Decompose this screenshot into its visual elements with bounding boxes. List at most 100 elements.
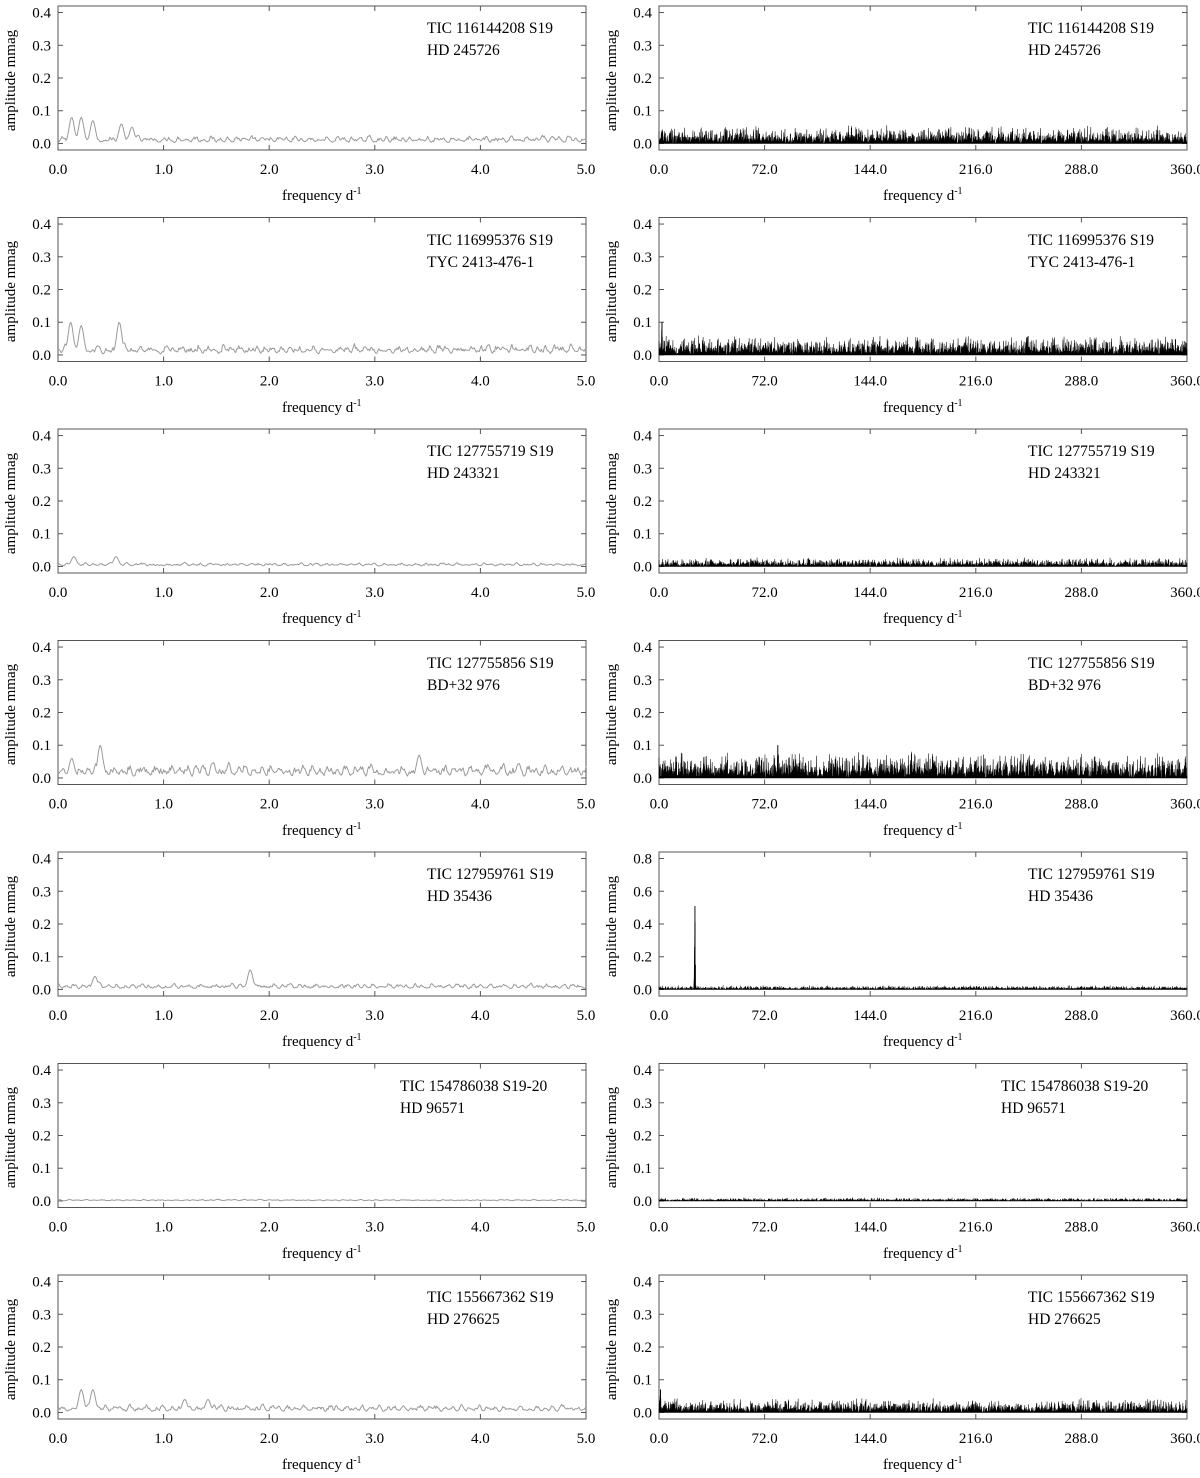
x-tick-label: 72.0 (751, 162, 777, 178)
y-tick-label: 0.2 (32, 1129, 51, 1145)
spectrum-series (658, 557, 1188, 567)
x-tick-label: 216.0 (959, 1431, 993, 1447)
x-axis-label-text: frequency d (282, 1457, 354, 1473)
y-tick-label: 0.4 (32, 1275, 51, 1291)
star-annotation: TIC 127755719 S19 HD 243321 (1028, 441, 1155, 485)
x-tick-label: 1.0 (154, 162, 173, 178)
y-tick-label: 0.0 (32, 1194, 51, 1210)
x-tick-label: 216.0 (959, 797, 993, 813)
y-tick-label: 0.0 (633, 982, 652, 998)
x-tick-label: 0.0 (650, 1008, 669, 1024)
x-tick-label: 5.0 (577, 1431, 596, 1447)
star-name-label: HD 35436 (427, 888, 493, 905)
y-tick-label: 0.1 (633, 104, 652, 120)
x-tick-label: 5.0 (577, 1220, 596, 1236)
y-tick-label: 0.4 (32, 852, 51, 868)
x-tick-label: 0.0 (650, 374, 669, 390)
x-axis-label: frequency d-1 (282, 1456, 362, 1474)
x-tick-label: 144.0 (853, 585, 887, 601)
y-tick-label: 0.0 (633, 771, 652, 787)
tic-label: TIC 116995376 S19 (1028, 231, 1155, 249)
y-tick-label: 0.3 (32, 884, 51, 900)
y-tick-label: 0.0 (32, 1405, 51, 1421)
spectrum-series (57, 969, 587, 990)
x-tick-label: 2.0 (260, 1220, 279, 1236)
star-annotation: TIC 116995376 S19 TYC 2413-476-1 (1028, 230, 1154, 274)
x-tick-label: 4.0 (471, 162, 490, 178)
star-name-label: HD 245726 (427, 42, 500, 59)
star-name-label: TYC 2413-476-1 (427, 253, 535, 271)
y-tick-label: 0.4 (32, 217, 51, 233)
tic-label: TIC 155667362 S19 (427, 1289, 554, 1306)
x-tick-label: 1.0 (154, 797, 173, 813)
y-tick-label: 0.2 (633, 950, 652, 966)
x-axis-label: frequency d-1 (282, 187, 362, 205)
x-axis-label: frequency d-1 (883, 610, 963, 628)
x-tick-label: 3.0 (365, 585, 384, 601)
x-tick-label: 5.0 (577, 797, 596, 813)
x-tick-label: 2.0 (260, 1008, 279, 1024)
x-axis-label-exponent: -1 (954, 1243, 963, 1255)
y-tick-label: 0.2 (633, 706, 652, 722)
tic-label: TIC 127755856 S19 (1028, 654, 1155, 672)
spectrum-series (57, 1198, 587, 1202)
x-tick-label: 216.0 (959, 374, 993, 390)
y-tick-label: 0.8 (633, 852, 652, 868)
x-tick-label: 288.0 (1065, 374, 1099, 390)
tic-label: TIC 127755719 S19 (427, 443, 554, 460)
x-tick-label: 1.0 (154, 374, 173, 390)
x-tick-label: 0.0 (650, 585, 669, 601)
x-tick-label: 2.0 (260, 585, 279, 601)
x-tick-label: 4.0 (471, 585, 490, 601)
x-tick-label: 0.0 (49, 374, 68, 390)
star-name-label: HD 96571 (400, 1099, 466, 1117)
x-tick-label: 360.0 (1170, 797, 1200, 813)
x-tick-label: 5.0 (577, 374, 596, 390)
spectrum-series (658, 125, 1188, 144)
y-tick-label: 0.3 (32, 1307, 51, 1323)
x-tick-label: 288.0 (1065, 1008, 1099, 1024)
x-tick-label: 288.0 (1065, 797, 1099, 813)
y-tick-label: 0.2 (633, 1340, 652, 1356)
tic-label: TIC 116144208 S19 (1028, 20, 1155, 37)
y-tick-label: 0.3 (32, 673, 51, 689)
y-tick-label: 0.0 (32, 136, 51, 152)
star-name-label: HD 276625 (1028, 1311, 1101, 1328)
x-axis-label: frequency d-1 (883, 187, 963, 205)
x-tick-label: 360.0 (1170, 1008, 1200, 1024)
y-tick-label: 0.0 (633, 1405, 652, 1421)
x-tick-label: 4.0 (471, 1220, 490, 1236)
x-axis-label-text: frequency d (282, 1245, 354, 1262)
x-tick-label: 1.0 (154, 585, 173, 601)
spectrum-series (57, 321, 587, 355)
x-tick-label: 0.0 (49, 1431, 68, 1447)
x-tick-label: 360.0 (1170, 374, 1200, 390)
x-axis-label-exponent: -1 (954, 1455, 963, 1466)
y-tick-label: 0.3 (633, 1307, 652, 1323)
y-tick-label: 0.2 (32, 494, 51, 510)
x-tick-label: 360.0 (1170, 585, 1200, 601)
x-tick-label: 0.0 (49, 1008, 68, 1024)
tic-label: TIC 127959761 S19 (1028, 866, 1155, 883)
y-tick-label: 0.3 (32, 1096, 51, 1112)
x-tick-label: 0.0 (49, 162, 68, 178)
y-tick-label: 0.1 (32, 104, 51, 120)
x-axis-label-text: frequency d (883, 1034, 955, 1050)
x-axis-label-text: frequency d (282, 188, 354, 204)
x-tick-label: 0.0 (49, 1220, 68, 1236)
x-tick-label: 2.0 (260, 162, 279, 178)
star-annotation: TIC 155667362 S19 HD 276625 (427, 1287, 554, 1331)
star-annotation: TIC 127959761 S19 HD 35436 (427, 864, 554, 908)
x-axis-label: frequency d-1 (883, 1243, 963, 1263)
x-tick-label: 288.0 (1065, 585, 1099, 601)
y-tick-label: 0.0 (633, 348, 652, 364)
x-tick-label: 72.0 (751, 1431, 777, 1447)
y-tick-label: 0.1 (32, 738, 51, 754)
y-tick-label: 0.2 (32, 917, 51, 933)
y-tick-label: 0.3 (633, 1096, 652, 1112)
